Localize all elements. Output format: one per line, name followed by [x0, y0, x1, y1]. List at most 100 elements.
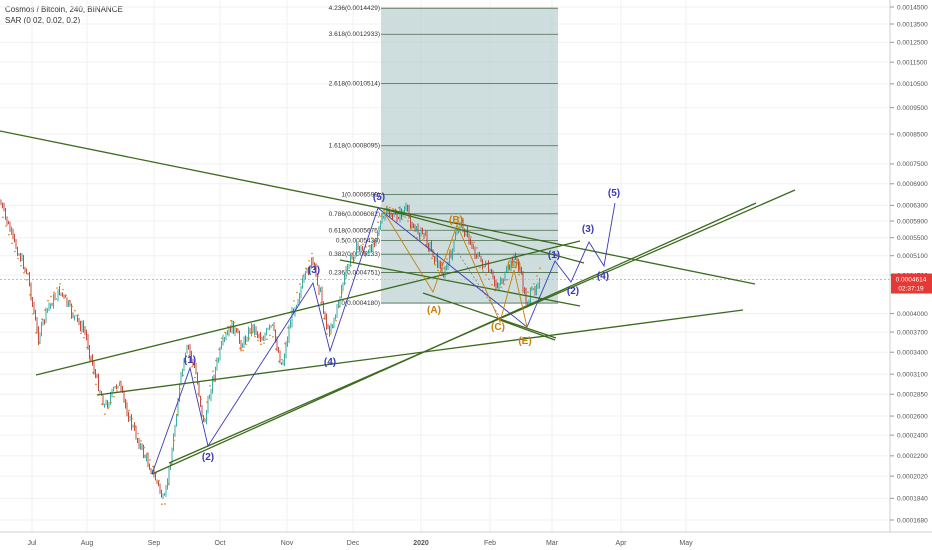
sar-dot [284, 342, 286, 345]
sar-dot [11, 242, 13, 245]
trendline [96, 309, 744, 396]
price-tick-label: 0.0003400 [897, 350, 928, 357]
sar-dot [371, 237, 373, 239]
sar-dot [407, 220, 409, 223]
time-tick-label: Mar [546, 540, 559, 547]
sar-indicator-label: SAR (0.02, 0.02, 0.2) [5, 16, 81, 25]
sar-dot [269, 334, 271, 337]
sar-dot [257, 339, 259, 342]
fib-level-label: 0.236(0.0004751) [329, 270, 380, 277]
sar-dot [179, 388, 181, 390]
wave-label-blue: (2) [567, 286, 579, 297]
wave-label-blue: (4) [597, 271, 609, 282]
price-tick-label: 0.0002850 [897, 392, 928, 399]
price-tick-label: 0.0010500 [897, 81, 928, 88]
sar-dot [158, 479, 160, 482]
sar-dot [251, 331, 253, 334]
sar-dot [353, 259, 355, 262]
sar-dot [203, 417, 205, 420]
sar-dot [20, 264, 22, 267]
sar-dot [329, 333, 331, 336]
sar-dot [332, 326, 334, 329]
sar-dot [524, 288, 526, 291]
price-tick-label: 0.0012500 [897, 40, 928, 47]
sar-dot [311, 252, 313, 255]
sar-dot [230, 319, 232, 322]
sar-dot [398, 206, 400, 209]
sar-dot [14, 250, 16, 253]
sar-dot [35, 332, 37, 334]
symbol-title: Cosmos / Bitcoin, 240, BINANCE [5, 5, 123, 14]
sar-dot [41, 318, 43, 321]
price-tick-label: 0.0001680 [897, 517, 928, 524]
trendline [0, 130, 756, 285]
sar-dot [458, 216, 460, 219]
sar-dot [128, 409, 130, 412]
elliott-waves: (1) (2) (3) (4) (5) (1) (2) (3) (4) (5) (A) (B) (C) (… [151, 188, 620, 475]
price-axis[interactable]: 0.0014500 0.0013500 0.0012500 0.0011500 0.00… [889, 0, 932, 532]
time-tick-label: Nov [281, 540, 294, 547]
sar-dot [125, 399, 127, 402]
time-tick-label: Oct [215, 540, 226, 547]
fib-zone [381, 8, 558, 304]
corrective-wave-path [383, 211, 528, 328]
trendlines [0, 130, 796, 475]
trendline [339, 259, 581, 307]
sar-dot [299, 283, 301, 285]
sar-dot [473, 241, 475, 244]
sar-dot [170, 463, 172, 465]
price-tick-label: 0.0011500 [897, 59, 928, 66]
sar-dot [419, 237, 421, 240]
sar-dot [266, 338, 268, 340]
sar-dot [338, 305, 340, 308]
sar-dot [149, 459, 151, 461]
bar-countdown: 02:37:19 [898, 286, 924, 293]
wave-label-blue: (5) [373, 192, 385, 203]
sar-dot [215, 359, 217, 362]
sar-dot [287, 326, 289, 329]
sar-dot [80, 332, 82, 335]
current-price-tag [891, 273, 932, 294]
sar-dot [533, 283, 535, 285]
sar-dot [197, 393, 199, 395]
fib-level-label: 0.618(0.0005675) [329, 227, 380, 234]
chart-legend: Cosmos / Bitcoin, 240, BINANCE SAR (0.02… [5, 4, 123, 26]
time-tick-label: Dec [347, 540, 360, 547]
sar-dot [536, 275, 538, 277]
sar-dot [191, 365, 193, 368]
sar-dot [185, 360, 187, 363]
sar-dot [212, 370, 214, 373]
sar-dot [326, 333, 328, 335]
sar-dot [17, 257, 19, 260]
sar-dot [29, 294, 31, 296]
sar-dot [341, 291, 343, 294]
sar-dot [479, 266, 481, 269]
time-tick-label: May [679, 540, 693, 547]
time-axis[interactable]: Jul Aug Sep Oct Nov Dec 2020 Feb Mar Apr May [0, 531, 932, 547]
sar-dot [386, 205, 388, 208]
sar-dot [65, 294, 67, 296]
wave-label-blue: (4) [324, 357, 336, 368]
trendline [168, 189, 796, 464]
sar-dot [119, 380, 121, 383]
dashed-guide [457, 252, 501, 318]
sar-dot [263, 342, 265, 344]
sar-dot [518, 273, 520, 276]
sar-dot [461, 217, 463, 220]
sar-dot [104, 413, 106, 415]
time-tick-label: 2020 [413, 540, 429, 547]
sar-dot [431, 257, 433, 260]
sar-dot [2, 216, 4, 219]
wave-label-orange: (E) [518, 336, 531, 347]
fib-level-label: 0.786(0.0006082) [329, 211, 380, 218]
sar-dot [440, 261, 442, 264]
fib-level-label: 4.236(0.0014429) [329, 5, 380, 12]
time-tick-label: Aug [81, 540, 94, 547]
price-tick-label: 0.0003100 [897, 371, 928, 378]
sar-dot [389, 206, 391, 209]
sar-dot [509, 271, 511, 274]
sar-dot [449, 249, 451, 251]
price-tick-label: 0.0006900 [897, 181, 928, 188]
trendline [499, 319, 556, 341]
